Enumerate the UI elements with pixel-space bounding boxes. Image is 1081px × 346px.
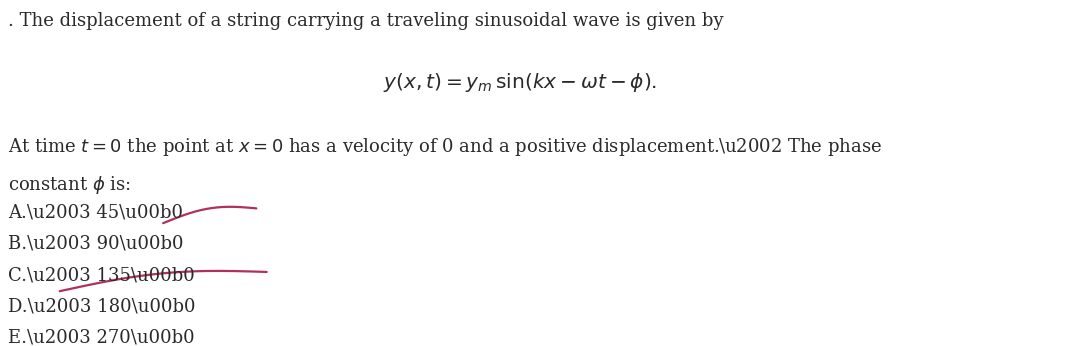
Text: B.\u2003 90\u00b0: B.\u2003 90\u00b0 — [8, 235, 184, 253]
Text: D.\u2003 180\u00b0: D.\u2003 180\u00b0 — [8, 297, 196, 315]
Text: . The displacement of a string carrying a traveling sinusoidal wave is given by: . The displacement of a string carrying … — [8, 12, 723, 30]
Text: E.\u2003 270\u00b0: E.\u2003 270\u00b0 — [8, 328, 195, 346]
Text: At time $t = 0$ the point at $x = 0$ has a velocity of 0 and a positive displace: At time $t = 0$ the point at $x = 0$ has… — [8, 136, 882, 158]
Text: constant $\phi$ is:: constant $\phi$ is: — [8, 174, 131, 196]
Text: $y(x,t) = y_m\,\sin(kx - \omega t - \phi).$: $y(x,t) = y_m\,\sin(kx - \omega t - \phi… — [383, 71, 657, 94]
Text: C.\u2003 135\u00b0: C.\u2003 135\u00b0 — [8, 266, 195, 284]
Text: A.\u2003 45\u00b0: A.\u2003 45\u00b0 — [8, 204, 183, 222]
